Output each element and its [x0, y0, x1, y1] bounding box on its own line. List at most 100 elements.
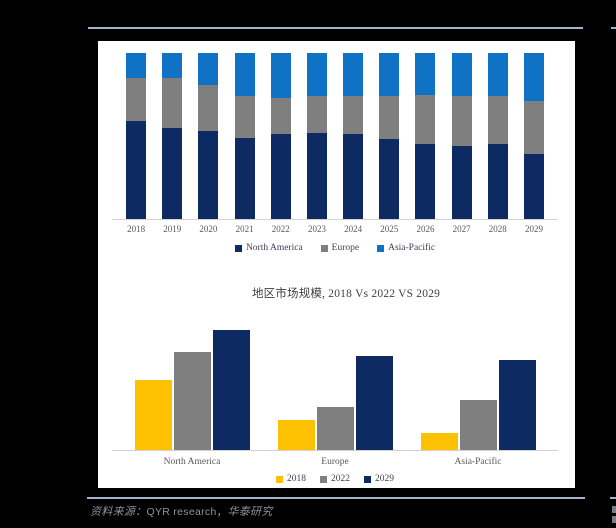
- bar-2022-asia-pacific: [459, 400, 497, 450]
- x-axis-label: 2021: [235, 224, 254, 234]
- bar-2018-asia-pacific: [420, 433, 458, 450]
- legend-marker-2022: [320, 475, 327, 483]
- stacked-bar-2026: [415, 53, 436, 219]
- legend-marker-europe: [320, 244, 328, 252]
- segment-asia-pacific: [343, 53, 364, 97]
- stacked-chart-x-axis-labels: 2018 2019 2020 2021 2022 2023 2024 2025 2026 2027…: [112, 224, 558, 234]
- legend-item-2022: 2022: [320, 474, 350, 484]
- segment-asia-pacific: [162, 53, 183, 78]
- stacked-bar-slot: [154, 53, 190, 219]
- category-label: Europe: [321, 457, 349, 467]
- x-axis-label: 2024: [344, 224, 363, 234]
- stacked-bar-2028: [487, 53, 508, 219]
- stacked-bar-slot: [299, 53, 335, 219]
- legend-label: Europe: [331, 243, 360, 253]
- stacked-bar-2027: [451, 53, 472, 219]
- stacked-bar-slot: [190, 53, 226, 219]
- stacked-bar-2019: [162, 53, 183, 219]
- stacked-chart-plot-area: [112, 53, 558, 220]
- segment-europe: [306, 96, 327, 133]
- segment-north-america: [487, 144, 508, 219]
- segment-europe: [162, 77, 183, 128]
- segment-europe: [270, 97, 291, 135]
- stacked-bar-slot: [480, 53, 516, 219]
- segment-asia-pacific: [379, 53, 400, 97]
- grouped-chart-plot-area: [112, 328, 558, 451]
- legend-label: North America: [245, 243, 303, 253]
- segment-europe: [487, 96, 508, 145]
- segment-europe: [234, 96, 255, 138]
- legend-marker-2018: [276, 475, 283, 483]
- bar-2022-north-america: [173, 352, 211, 450]
- segment-asia-pacific: [270, 53, 291, 98]
- segment-europe: [523, 101, 544, 155]
- x-axis-label: 2018: [127, 224, 146, 234]
- segment-north-america: [198, 131, 219, 219]
- segment-north-america: [379, 139, 400, 219]
- legend-marker-2029: [364, 475, 371, 483]
- top-divider-rule-fragment: [611, 27, 616, 29]
- x-axis-label: 2020: [199, 224, 218, 234]
- legend-marker-north-america: [234, 244, 242, 252]
- segment-europe: [126, 77, 147, 122]
- legend-item-2029: 2029: [364, 474, 394, 484]
- stacked-bar-slot: [407, 53, 443, 219]
- segment-asia-pacific: [487, 53, 508, 97]
- stacked-bar-2023: [306, 53, 327, 219]
- stacked-bar-slot: [118, 53, 154, 219]
- segment-europe: [415, 94, 436, 145]
- segment-europe: [198, 84, 219, 132]
- x-axis-label: 2019: [163, 224, 182, 234]
- segment-europe: [343, 96, 364, 135]
- bar-2029-north-america: [212, 330, 250, 450]
- stacked-bar-2024: [343, 53, 364, 219]
- segment-north-america: [126, 121, 147, 219]
- clipped-text-fragment: [612, 516, 616, 523]
- segment-north-america: [451, 145, 472, 219]
- stacked-bar-slot: [444, 53, 480, 219]
- segment-north-america: [523, 154, 544, 219]
- segment-asia-pacific: [126, 53, 147, 78]
- stacked-chart-legend: North America Europe Asia-Pacific: [112, 243, 558, 253]
- source-note: 资料来源：QYR research，华泰研究: [90, 503, 273, 519]
- stacked-bar-slot: [227, 53, 263, 219]
- segment-north-america: [270, 134, 291, 219]
- bar-2029-asia-pacific: [498, 360, 536, 450]
- x-axis-label: 2028: [488, 224, 507, 234]
- segment-europe: [451, 96, 472, 146]
- bottom-divider-rule: [87, 497, 585, 499]
- x-axis-label: 2029: [524, 224, 543, 234]
- chart-title: 地区市场规模, 2018 Vs 2022 VS 2029: [251, 288, 441, 300]
- segment-north-america: [162, 127, 183, 219]
- source-note-suffix: 华泰研究: [227, 506, 273, 518]
- stacked-bar-slot: [335, 53, 371, 219]
- category-label: Asia-Pacific: [454, 457, 502, 467]
- x-axis-label: 2026: [416, 224, 435, 234]
- grouped-chart-category-labels: North America Europe Asia-Pacific: [112, 457, 558, 467]
- clipped-text-fragment: [612, 506, 616, 513]
- category-label: North America: [163, 457, 221, 467]
- bar-2022-europe: [316, 407, 354, 450]
- segment-asia-pacific: [415, 53, 436, 95]
- stacked-area-share-chart: 2018 2019 2020 2021 2022 2023 2024 2025 2026 2027…: [112, 53, 558, 253]
- legend-label: 2022: [331, 474, 350, 484]
- stacked-bar-slot: [516, 53, 552, 219]
- bar-group-north-america: [134, 330, 250, 450]
- legend-item-2018: 2018: [276, 474, 306, 484]
- x-axis-label: 2023: [307, 224, 326, 234]
- chart-panel: 2018 2019 2020 2021 2022 2023 2024 2025 2026 2027…: [98, 41, 575, 488]
- segment-asia-pacific: [234, 53, 255, 97]
- source-note-prefix: 资料来源：: [90, 506, 147, 518]
- segment-north-america: [415, 144, 436, 219]
- segment-asia-pacific: [523, 53, 544, 102]
- legend-marker-asia-pacific: [377, 244, 385, 252]
- x-axis-label: 2022: [271, 224, 290, 234]
- segment-north-america: [306, 132, 327, 219]
- stacked-bar-2022: [270, 53, 291, 219]
- segment-asia-pacific: [306, 53, 327, 97]
- bar-2029-europe: [355, 356, 393, 450]
- stacked-bar-slot: [371, 53, 407, 219]
- bar-group-europe: [277, 356, 393, 450]
- segment-asia-pacific: [451, 53, 472, 97]
